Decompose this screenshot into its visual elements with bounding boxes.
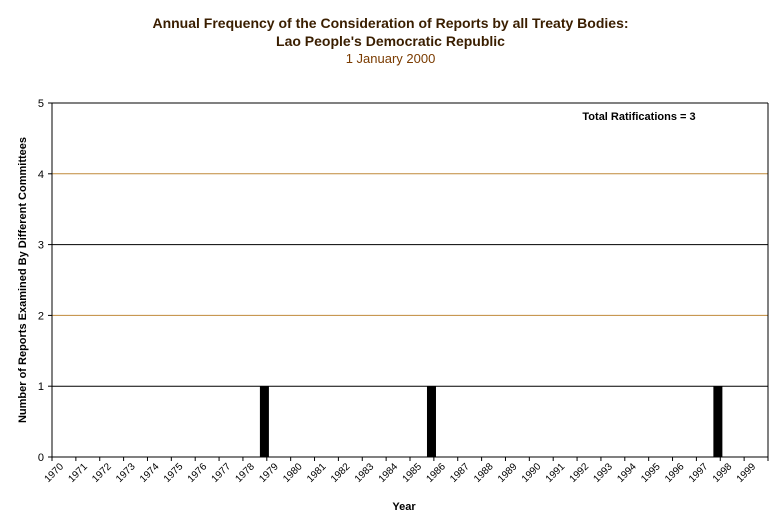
x-tick-label-1991: 1991 <box>544 461 568 485</box>
x-tick-label-1982: 1982 <box>329 461 353 485</box>
x-tick-label-1973: 1973 <box>114 461 138 485</box>
chart-title-line-1: Annual Frequency of the Consideration of… <box>152 15 629 31</box>
x-tick-label-1970: 1970 <box>43 461 67 485</box>
chart-title-line-2: Lao People's Democratic Republic <box>276 33 505 49</box>
x-tick-label-1989: 1989 <box>496 461 520 485</box>
x-tick-label-1972: 1972 <box>90 461 114 485</box>
bars <box>259 386 723 457</box>
x-tick-label-1980: 1980 <box>281 461 305 485</box>
x-tick-label-1975: 1975 <box>162 461 186 485</box>
x-axis-title: Year <box>392 501 416 513</box>
y-tick-label-4: 4 <box>38 169 44 181</box>
x-tick-label-1983: 1983 <box>353 461 377 485</box>
x-tick-label-1997: 1997 <box>687 461 711 485</box>
chart-subtitle: 1 January 2000 <box>345 51 436 66</box>
x-tick-label-1993: 1993 <box>591 461 615 485</box>
x-tick-label-1981: 1981 <box>305 461 329 485</box>
x-tick-label-1986: 1986 <box>424 461 448 485</box>
y-tick-label-2: 2 <box>38 310 44 322</box>
x-tick-label-1971: 1971 <box>66 461 90 485</box>
y-tick-label-3: 3 <box>38 240 44 252</box>
x-tick-label-1996: 1996 <box>663 461 687 485</box>
x-tick-label-1994: 1994 <box>615 461 639 485</box>
x-tick-label-1978: 1978 <box>233 461 257 485</box>
x-tick-label-1995: 1995 <box>639 461 663 485</box>
y-axis-title: Number of Reports Examined By Different … <box>17 137 29 423</box>
bar-1985 <box>426 386 436 457</box>
x-tick-label-1984: 1984 <box>377 461 401 485</box>
y-tick-label-5: 5 <box>38 98 44 110</box>
bar-1978 <box>259 386 269 457</box>
x-tick-label-1992: 1992 <box>568 461 592 485</box>
x-tick-label-1998: 1998 <box>711 461 735 485</box>
x-tick-label-1988: 1988 <box>472 461 496 485</box>
y-tick-label-0: 0 <box>38 452 44 464</box>
y-tick-label-1: 1 <box>38 381 44 393</box>
x-tick-label-1979: 1979 <box>257 461 281 485</box>
total-ratifications-annotation: Total Ratifications = 3 <box>582 111 695 123</box>
bar-1997 <box>713 386 723 457</box>
chart-title-block: Annual Frequency of the Consideration of… <box>0 14 781 67</box>
x-tick-label-1990: 1990 <box>520 461 544 485</box>
x-tick-label-1987: 1987 <box>448 461 472 485</box>
x-tick-label-1976: 1976 <box>186 461 210 485</box>
gridlines <box>52 102 768 387</box>
x-tick-label-1977: 1977 <box>210 461 234 485</box>
x-tick-label-1999: 1999 <box>735 461 759 485</box>
x-tick-label-1985: 1985 <box>401 461 425 485</box>
x-tick-label-1974: 1974 <box>138 461 162 485</box>
